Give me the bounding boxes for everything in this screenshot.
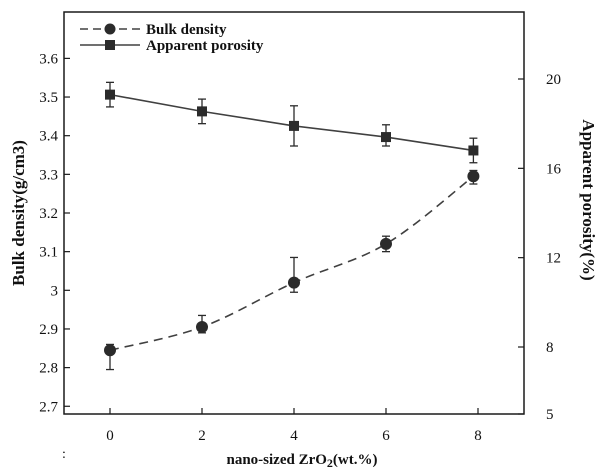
data-point-bulk-density: [380, 237, 392, 250]
y-left-tick-label: 3.5: [39, 90, 58, 106]
x-tick-label: 6: [382, 428, 390, 444]
data-point-bulk-density: [196, 321, 208, 334]
x-tick-label: 8: [474, 428, 482, 444]
y-left-tick-label: 3.6: [39, 51, 58, 67]
y-right-tick-label: 8: [546, 340, 554, 356]
x-axis-title-subscript: 2: [327, 456, 333, 470]
footnote-mark: :: [62, 447, 66, 462]
data-point-apparent-porosity: [105, 89, 115, 100]
x-tick-label: 4: [290, 428, 298, 444]
plot-frame: [63, 11, 525, 415]
data-point-apparent-porosity: [381, 132, 391, 143]
data-point-apparent-porosity: [468, 145, 479, 156]
legend: Bulk density Apparent porosity: [80, 22, 264, 54]
series-layer: [104, 81, 480, 371]
y-left-tick-label: 3.3: [39, 167, 58, 183]
x-axis-title-main: nano-sized ZrO: [226, 452, 326, 468]
y-left-tick-label: 3.4: [39, 129, 58, 145]
y-left-tick-label: 2.8: [39, 361, 58, 377]
data-point-bulk-density: [467, 170, 480, 183]
data-point-apparent-porosity: [197, 106, 207, 117]
data-point-bulk-density: [104, 344, 116, 357]
y-left-axis-title: Bulk density(g/cm3): [9, 140, 28, 286]
x-tick-label: 2: [198, 428, 206, 444]
y-right-tick-label: 20: [546, 72, 561, 88]
y-right-tick-label: 16: [546, 161, 562, 177]
y-left-tick-label: 3.1: [39, 245, 58, 261]
legend-label-bulk-density: Bulk density: [146, 22, 227, 38]
x-axis-title: nano-sized ZrO2(wt.%): [226, 452, 377, 470]
legend-marker-bulk-density: [104, 23, 116, 35]
legend-marker-apparent-porosity: [105, 40, 115, 50]
series-line-bulk-density: [109, 175, 474, 351]
data-point-apparent-porosity: [289, 120, 299, 131]
y-left-tick-label: 3.2: [39, 206, 58, 222]
y-right-axis-title: Apparent porosity(%): [579, 119, 598, 280]
y-left-tick-label: 2.7: [39, 399, 58, 415]
data-point-bulk-density: [288, 276, 300, 289]
y-left-tick-label: 3: [51, 283, 59, 299]
legend-label-apparent-porosity: Apparent porosity: [146, 38, 264, 54]
ticks: 0 2 4 6 8 2.7 2.8 2.9 3 3.1 3.2 3.3 3.4 3.5 3.6 5 8 12 16 2…: [39, 51, 561, 444]
y-right-tick-label: 5: [546, 407, 554, 423]
y-right-tick-label: 12: [546, 251, 561, 267]
y-left-tick-label: 2.9: [39, 322, 58, 338]
x-axis-title-tail: (wt.%): [333, 452, 378, 468]
x-tick-label: 0: [106, 428, 114, 444]
